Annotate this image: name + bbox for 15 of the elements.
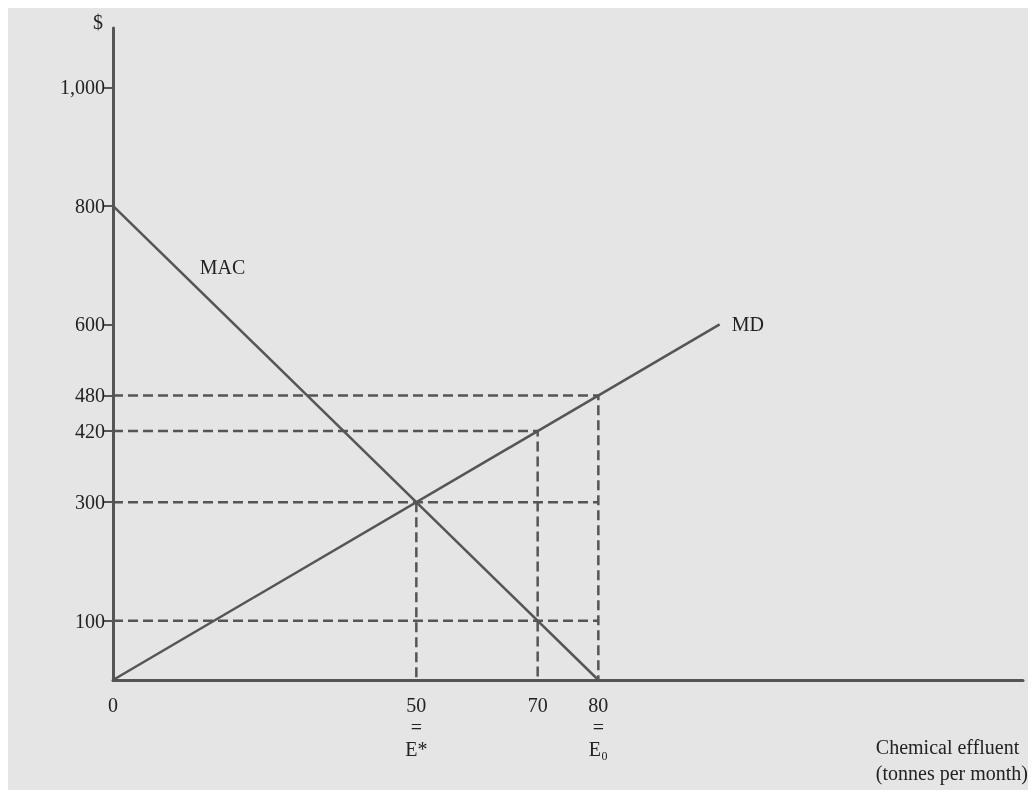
x-axis-title: Chemical effluent (tonnes per month) <box>875 736 1028 785</box>
x-tick-label: 50 = E* <box>405 694 428 760</box>
y-tick-label: 600 <box>75 313 105 336</box>
series-label: MD <box>731 313 764 336</box>
y-tick-label: 300 <box>75 491 105 514</box>
x-tick-label: 70 <box>527 694 548 716</box>
y-tick-label: 480 <box>75 384 105 407</box>
x-tick-label: 80 = E₀ <box>588 694 609 760</box>
y-tick-label: 800 <box>75 194 105 217</box>
y-tick-label: 100 <box>75 609 105 632</box>
y-tick-label: 1,000 <box>60 76 105 99</box>
y-tick-label: 420 <box>75 420 105 443</box>
y-axis-title: $ <box>93 11 103 33</box>
series-label: MAC <box>199 255 246 278</box>
x-tick-label: 0 <box>108 694 118 716</box>
